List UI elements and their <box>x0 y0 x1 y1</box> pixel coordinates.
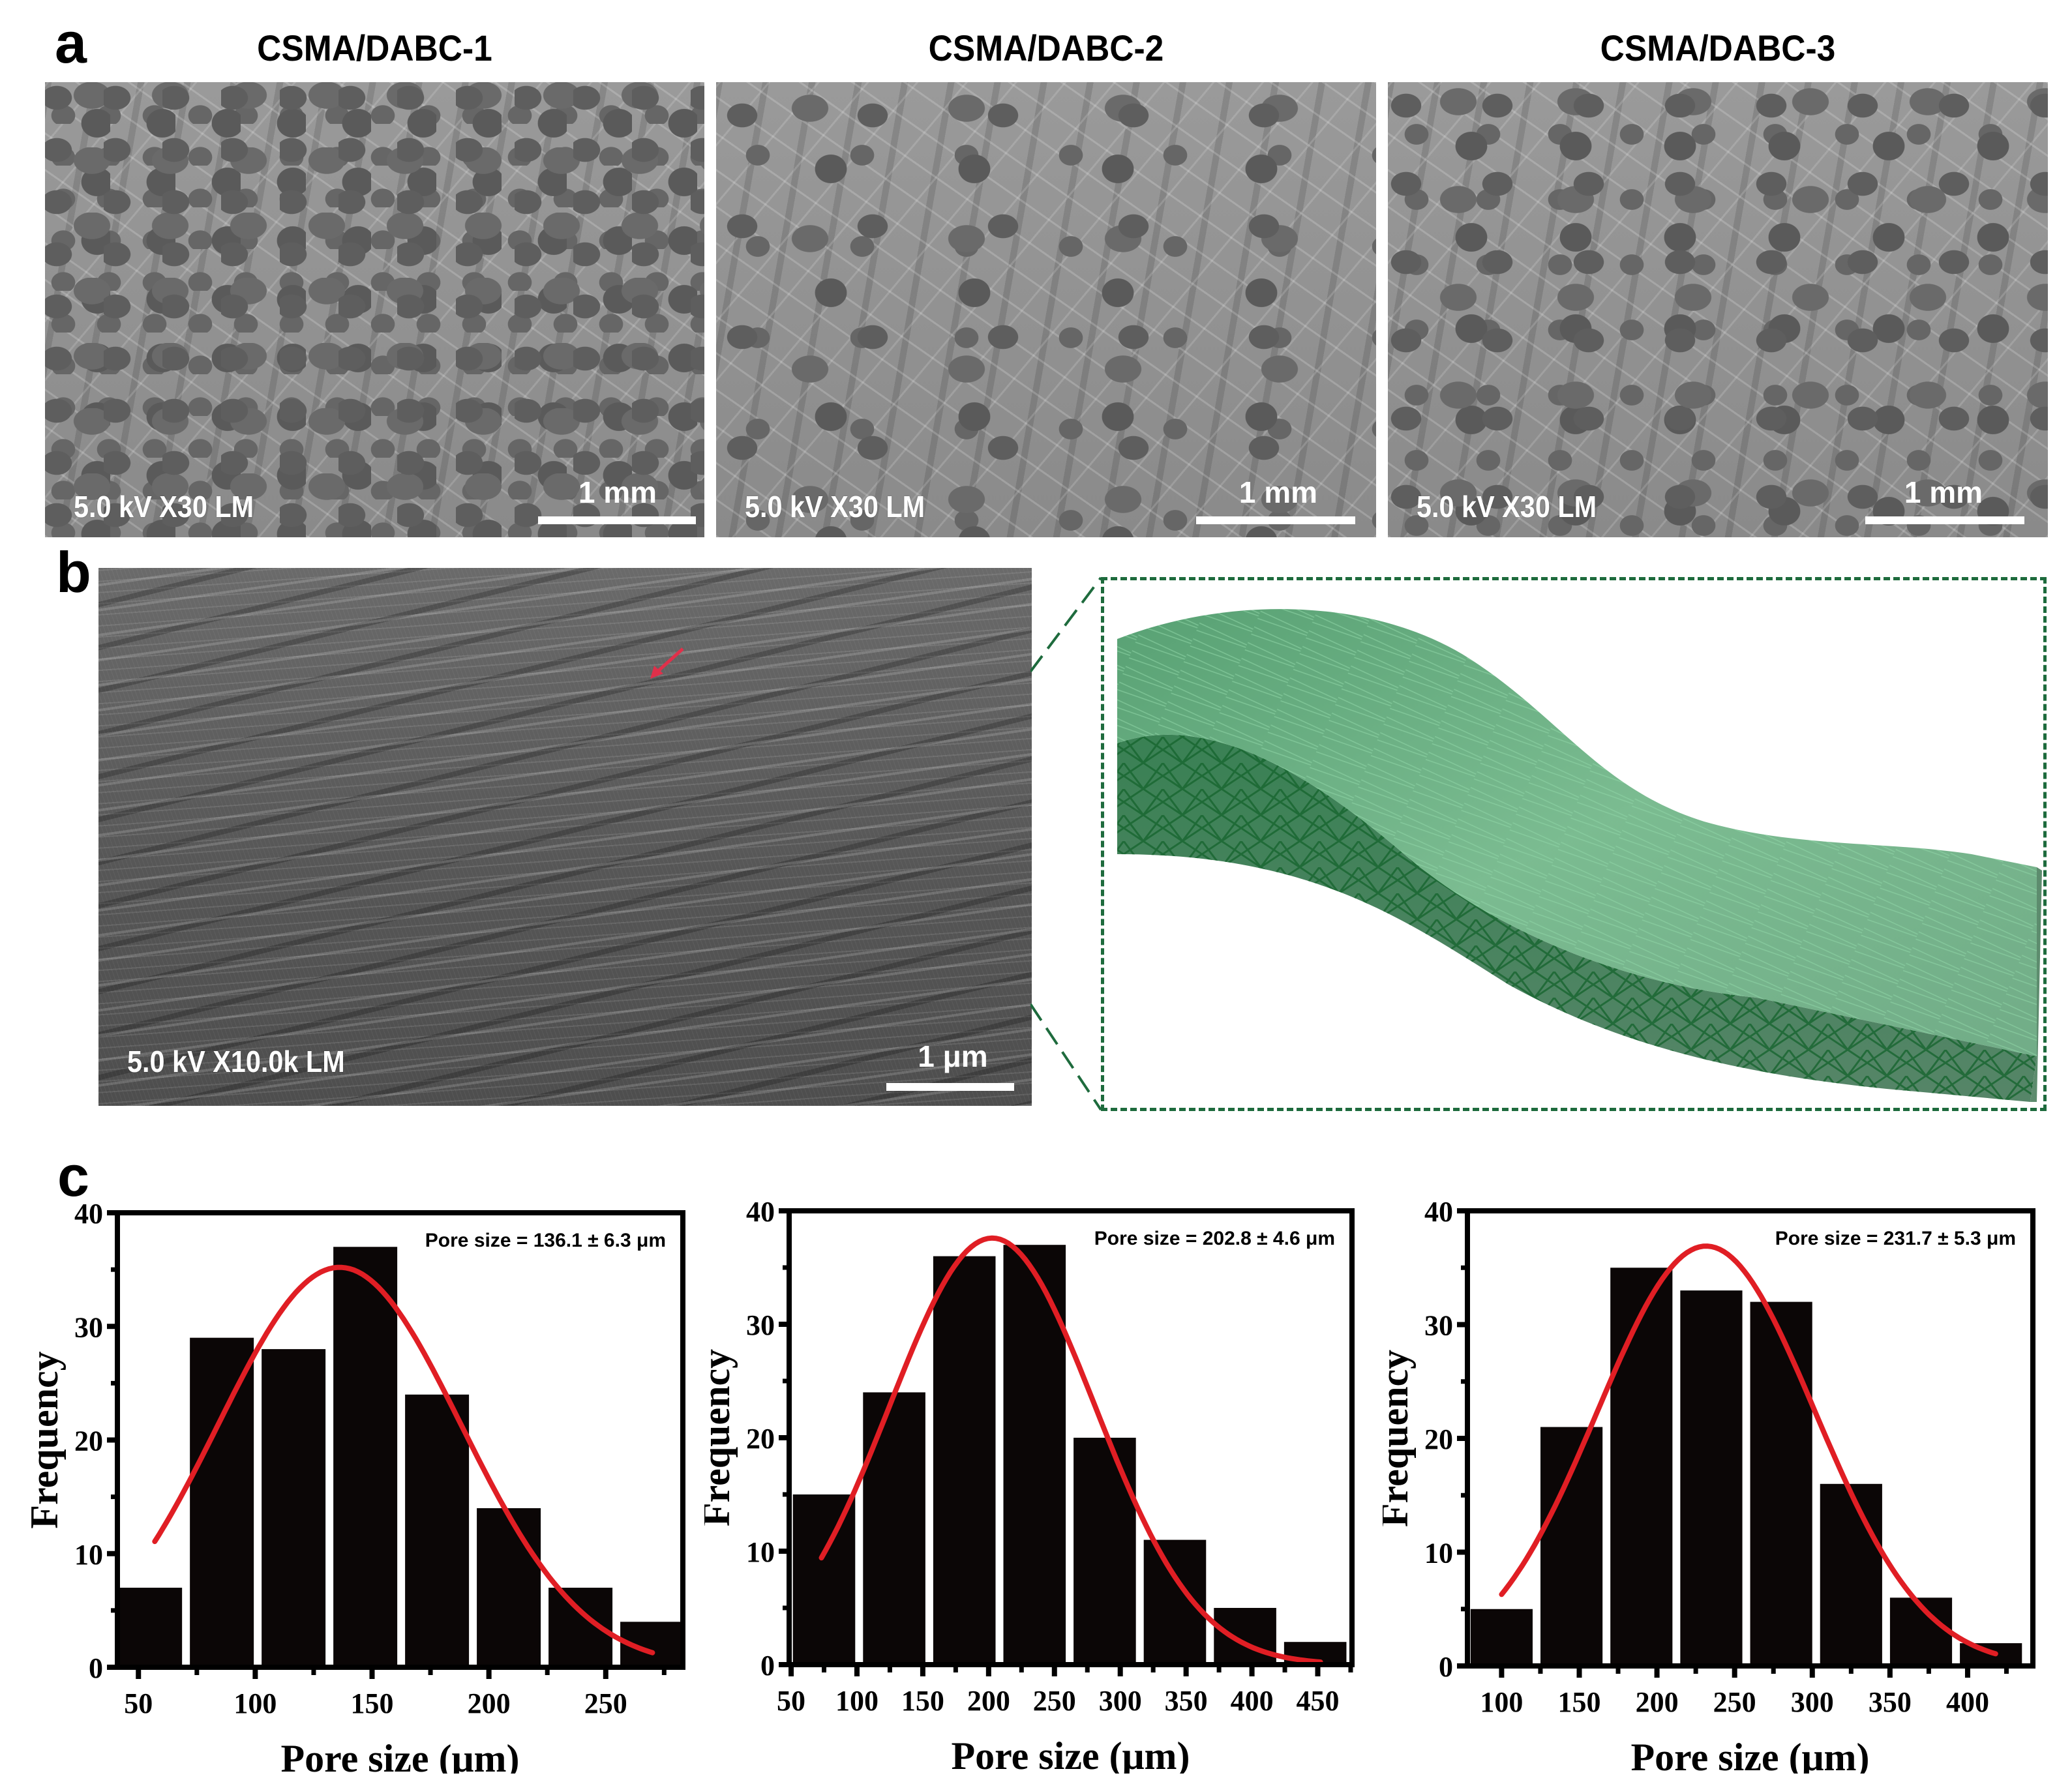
x-tick-label: 150 <box>1557 1686 1600 1718</box>
x-tick-label: 250 <box>1713 1686 1756 1718</box>
sem-info-label: 5.0 kV X30 LM <box>745 490 925 524</box>
y-tick-label: 40 <box>746 1196 775 1228</box>
histogram-bar <box>792 1494 856 1665</box>
panel-label-c: c <box>57 1144 89 1208</box>
scale-bar-label: 1 mm <box>1904 475 1983 509</box>
histogram-bar <box>477 1508 541 1667</box>
scale-bar <box>538 516 696 524</box>
histogram-bar <box>118 1588 183 1667</box>
y-tick-label: 0 <box>89 1652 103 1684</box>
scale-bar <box>886 1083 1014 1091</box>
histogram-bar <box>1214 1608 1276 1665</box>
fiber-sheet-3d-model <box>1117 609 2042 1102</box>
histogram-bar <box>1820 1483 1882 1666</box>
y-tick-label: 20 <box>74 1425 103 1457</box>
y-tick-label: 20 <box>746 1423 775 1455</box>
x-tick-label: 50 <box>777 1685 805 1717</box>
y-tick-label: 10 <box>746 1536 775 1568</box>
model-inset-box <box>1101 577 2047 1111</box>
y-tick-label: 40 <box>74 1198 103 1230</box>
x-tick-label: 450 <box>1297 1685 1340 1717</box>
sem-info-label: 5.0 kV X30 LM <box>1417 490 1597 524</box>
sem-image-csma-dabc-3: 5.0 kV X30 LM 1 mm <box>1388 82 2048 537</box>
x-tick-label: 300 <box>1791 1686 1834 1718</box>
sample-title-3: CSMA/DABC-3 <box>1600 27 1836 68</box>
scale-bar-label: 1 mm <box>1239 475 1318 509</box>
pore-size-annotation: Pore size = 231.7 ± 5.3 μm <box>1775 1228 2016 1249</box>
sample-title-2: CSMA/DABC-2 <box>928 27 1164 68</box>
histogram-chart-2: 0 10 20 30 40 50 100 150 200 250 300 350 400 450 Pore … <box>704 1196 1355 1774</box>
histogram-bar <box>1540 1427 1603 1666</box>
scale-bar <box>1196 516 1355 524</box>
pore-size-annotation: Pore size = 202.8 ± 4.6 μm <box>1094 1228 1335 1249</box>
sem-image-csma-dabc-1: 5.0 kV X30 LM 1 mm <box>45 82 704 537</box>
scale-bar-label: 1 μm <box>918 1039 988 1073</box>
histogram-bar <box>190 1337 254 1667</box>
y-tick-label: 10 <box>74 1539 103 1571</box>
x-tick-label: 200 <box>1636 1686 1679 1718</box>
sem-info-label: 5.0 kV X30 LM <box>74 490 254 524</box>
histogram-bar <box>333 1247 398 1667</box>
histogram-bar <box>262 1349 326 1667</box>
x-tick-label: 250 <box>1033 1685 1076 1717</box>
red-arrow-icon <box>650 647 684 679</box>
y-tick-label: 30 <box>74 1311 103 1343</box>
y-tick-label: 0 <box>760 1650 775 1682</box>
x-axis-label: Pore size (μm) <box>280 1737 519 1774</box>
x-tick-label: 200 <box>468 1687 511 1719</box>
sem-image-high-magnification: 5.0 kV X10.0k LM 1 μm <box>98 568 1032 1106</box>
histogram-chart-1: 0 10 20 30 40 50 100 150 200 250 Pore size (μm) Fre… <box>23 1198 685 1774</box>
y-tick-label: 30 <box>746 1309 775 1341</box>
x-tick-label: 100 <box>835 1685 878 1717</box>
histogram-bar <box>1610 1268 1673 1666</box>
y-tick-label: 10 <box>1424 1537 1453 1569</box>
gaussian-fit-curve <box>152 1264 655 1656</box>
x-tick-label: 300 <box>1099 1685 1142 1717</box>
histogram-bar <box>405 1394 470 1667</box>
x-tick-label: 350 <box>1165 1685 1208 1717</box>
y-axis-label: Frequency <box>704 1349 738 1526</box>
histogram-bar <box>1074 1438 1136 1665</box>
y-axis-label: Frequency <box>1383 1350 1416 1527</box>
y-tick-label: 40 <box>1424 1196 1453 1228</box>
histogram-bar <box>1680 1290 1743 1666</box>
scale-bar-label: 1 mm <box>578 475 657 509</box>
sem-info-label: 5.0 kV X10.0k LM <box>127 1045 345 1078</box>
x-axis-label: Pore size (μm) <box>1630 1736 1869 1774</box>
x-tick-label: 100 <box>1480 1686 1523 1718</box>
histogram-bar <box>933 1256 996 1665</box>
zoom-connector-lines <box>1030 576 1102 1111</box>
scale-bar <box>1865 516 2024 524</box>
x-axis-label: Pore size (μm) <box>951 1734 1190 1774</box>
x-tick-label: 250 <box>584 1687 627 1719</box>
sem-image-csma-dabc-2: 5.0 kV X30 LM 1 mm <box>716 82 1376 537</box>
histogram-bar <box>863 1392 925 1665</box>
x-tick-label: 50 <box>124 1687 153 1719</box>
y-tick-label: 30 <box>1424 1310 1453 1342</box>
histogram-bar <box>1750 1301 1812 1666</box>
y-tick-label: 20 <box>1424 1423 1453 1455</box>
x-tick-label: 150 <box>901 1685 944 1717</box>
gaussian-fit-curve <box>1499 1243 1998 1657</box>
x-tick-label: 100 <box>233 1687 277 1719</box>
x-tick-label: 350 <box>1869 1686 1912 1718</box>
y-axis-label: Frequency <box>23 1351 66 1528</box>
y-tick-label: 0 <box>1439 1651 1453 1683</box>
x-tick-label: 200 <box>967 1685 1010 1717</box>
x-tick-label: 150 <box>351 1687 394 1719</box>
panel-label-a: a <box>55 10 87 75</box>
histogram-bar <box>1470 1609 1533 1666</box>
pore-size-annotation: Pore size = 136.1 ± 6.3 μm <box>425 1230 666 1251</box>
panel-label-b: b <box>56 540 91 604</box>
sample-title-1: CSMA/DABC-1 <box>257 27 492 68</box>
x-tick-label: 400 <box>1231 1685 1274 1717</box>
histogram-chart-3: 0 10 20 30 40 100 150 200 250 300 350 400 Pore size … <box>1383 1196 2035 1774</box>
x-tick-label: 400 <box>1946 1686 1989 1718</box>
gaussian-fit-curve <box>818 1235 1323 1665</box>
